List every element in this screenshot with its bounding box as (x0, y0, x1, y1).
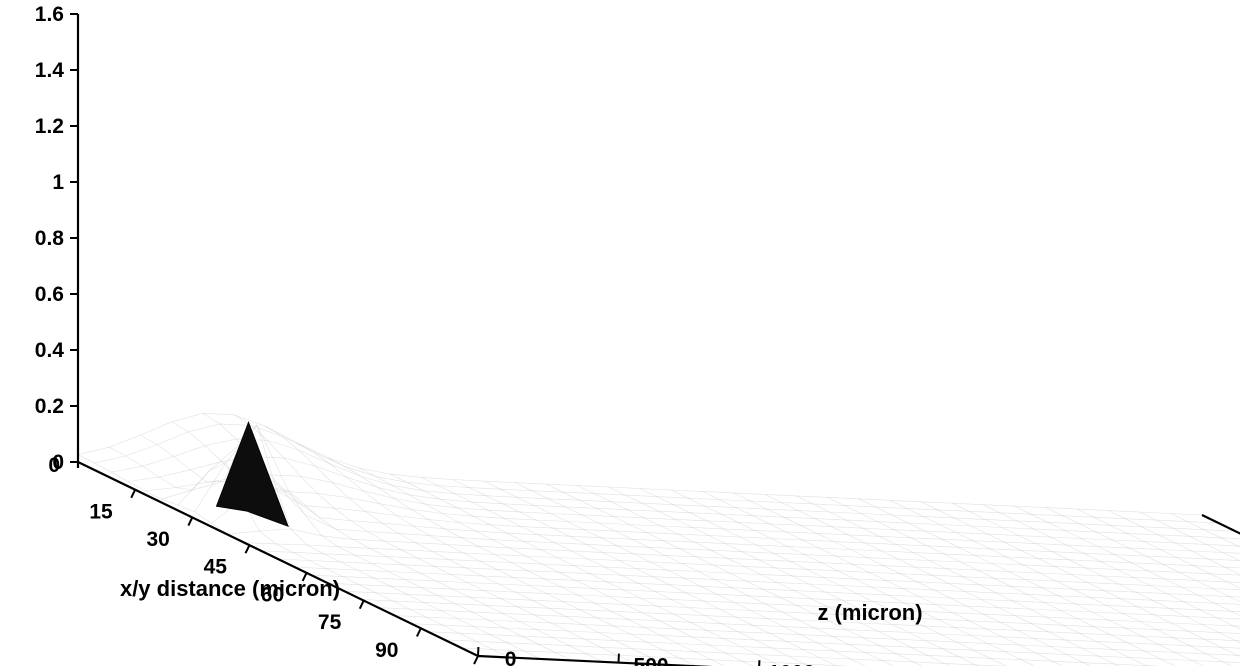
xy-axis-label: x/y distance (micron) (120, 576, 340, 601)
xy-axis-tick-label: 30 (146, 528, 169, 551)
value-axis-tick-label: 1.2 (35, 115, 64, 138)
xy-axis-tick-label: 90 (375, 639, 398, 662)
value-axis-tick-label: 0.6 (35, 283, 64, 306)
z-axis-tick-label: 1000 (768, 661, 815, 666)
value-axis-tick-label: 0.8 (35, 227, 65, 250)
xy-axis-tick-label: 15 (89, 500, 113, 523)
surface-3d-plot: 00.20.40.60.811.21.41.60153045607590105x… (0, 0, 1240, 666)
xy-axis-tick (360, 601, 364, 609)
xy-axis-tick (131, 490, 135, 498)
xy-axis-tick (417, 628, 421, 636)
value-axis-zero-label: 0 (48, 454, 60, 477)
xy-axis-tick (474, 656, 478, 664)
value-axis-tick-label: 0.2 (35, 395, 64, 418)
value-axis-tick-label: 1 (52, 171, 64, 194)
surface-mesh (78, 413, 1240, 666)
z-axis-label: z (micron) (817, 600, 922, 625)
z-axis-tick-label: 500 (634, 655, 669, 666)
xy-axis-tick (246, 545, 250, 553)
z-axis-tick-label: 0 (505, 648, 517, 666)
value-axis-tick-label: 1.6 (35, 3, 64, 26)
xy-axis-tick-label: 75 (318, 611, 342, 634)
value-axis-tick-label: 0.4 (35, 339, 65, 362)
xy-axis-tick (188, 517, 192, 525)
value-axis-tick-label: 1.4 (35, 59, 65, 82)
